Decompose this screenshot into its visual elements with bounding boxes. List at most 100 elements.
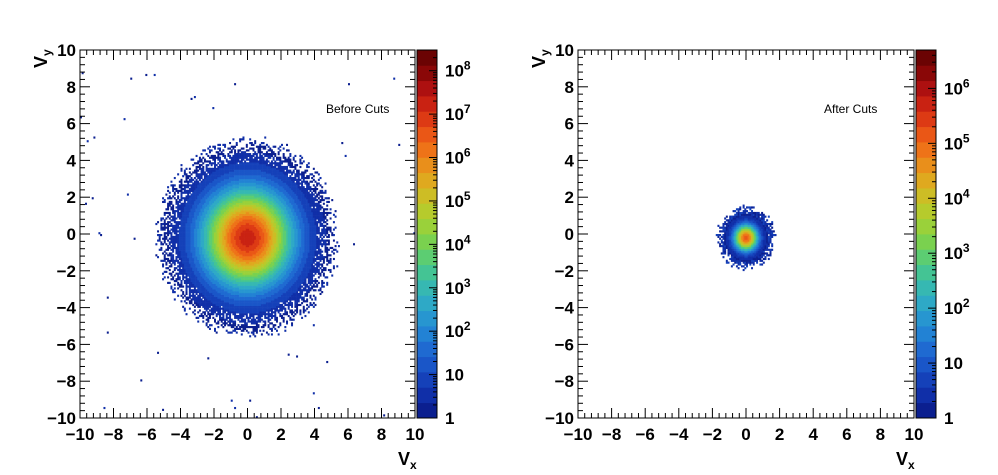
heatmap-cell (267, 261, 270, 264)
heatmap-cell (208, 232, 211, 235)
heatmap-cell (215, 226, 218, 229)
heatmap-cell (252, 217, 255, 220)
heatmap-cell (264, 276, 267, 279)
heatmap-cell (262, 169, 265, 172)
heatmap-cell (177, 241, 180, 244)
heatmap-cell (232, 176, 235, 180)
heatmap-cell (212, 252, 215, 255)
heatmap-cell (232, 300, 235, 303)
heatmap-cell (202, 180, 205, 183)
heatmap-cell (193, 259, 196, 262)
heatmap-cell (222, 283, 225, 286)
heatmap-cell (180, 219, 183, 222)
heatmap-cell (208, 184, 211, 187)
heatmap-cell (163, 226, 166, 229)
heatmap-cell (262, 160, 265, 163)
heatmap-cell (234, 182, 237, 185)
heatmap-cell (240, 292, 243, 296)
heatmap-cell (214, 281, 216, 284)
heatmap-cell (200, 158, 203, 161)
heatmap-cell (198, 270, 201, 273)
heatmap-cell (177, 274, 180, 277)
heatmap-cell (237, 281, 240, 284)
heatmap-cell (267, 182, 270, 185)
heatmap-cell (162, 226, 165, 229)
heatmap-cell (240, 226, 243, 229)
heatmap-cell (222, 322, 225, 325)
heatmap-cell (235, 261, 238, 264)
heatmap-cell (192, 202, 195, 205)
heatmap-cell (188, 243, 191, 246)
heatmap-cell (230, 171, 233, 174)
heatmap-cell (187, 296, 190, 299)
heatmap-cell (178, 221, 181, 224)
heatmap-cell (170, 274, 173, 277)
heatmap-cell (165, 263, 168, 266)
heatmap-cell (245, 296, 248, 299)
heatmap-cell (214, 210, 216, 213)
heatmap-cell (219, 281, 221, 284)
heatmap-cell (255, 283, 258, 286)
heatmap-cell (242, 211, 245, 215)
heatmap-cell (269, 250, 272, 253)
heatmap-cell (195, 302, 198, 305)
heatmap-cell (260, 154, 263, 158)
heatmap-cell (163, 239, 166, 242)
heatmap-cell (167, 204, 170, 207)
heatmap-cell (214, 182, 216, 185)
heatmap-cell (255, 416, 258, 419)
heatmap-cell (235, 268, 238, 272)
heatmap-cell (198, 219, 201, 222)
heatmap-cell (205, 237, 208, 240)
heatmap-cell (208, 213, 211, 216)
heatmap-cell (239, 292, 242, 296)
heatmap-cell (232, 217, 235, 220)
heatmap-cell (237, 296, 240, 299)
heatmap-cell (198, 178, 201, 181)
heatmap-cell (259, 296, 262, 299)
heatmap-cell (244, 164, 247, 167)
heatmap-cell (208, 276, 211, 279)
heatmap-cell (234, 184, 237, 187)
heatmap-cell (257, 147, 260, 150)
heatmap-cell (192, 248, 195, 251)
heatmap-cell (212, 191, 215, 194)
heatmap-cell (222, 318, 225, 321)
heatmap-cell (219, 250, 221, 253)
heatmap-cell (229, 283, 232, 286)
heatmap-cell (227, 300, 230, 303)
heatmap-cell (192, 188, 195, 191)
heatmap-cell (244, 327, 247, 330)
heatmap-cell (217, 326, 220, 329)
heatmap-cell (163, 259, 166, 262)
heatmap-cell (177, 226, 180, 229)
heatmap-cell (247, 189, 250, 192)
heatmap-cell (197, 165, 200, 169)
heatmap-cell (197, 215, 200, 218)
heatmap-cell (224, 272, 227, 275)
heatmap-cell (239, 254, 242, 257)
heatmap-cell (267, 320, 270, 323)
heatmap-cell (167, 234, 170, 237)
heatmap-cell (262, 230, 265, 233)
heatmap-cell (267, 189, 270, 192)
heatmap-cell (190, 280, 193, 283)
heatmap-cell (198, 232, 201, 235)
heatmap-cell (257, 149, 260, 152)
heatmap-cell (205, 274, 208, 277)
heatmap-cell (215, 257, 218, 261)
heatmap-cell (255, 197, 258, 200)
heatmap-cell (265, 180, 268, 183)
heatmap-cell (168, 230, 171, 233)
heatmap-cell (262, 210, 265, 213)
heatmap-cell (207, 210, 210, 213)
heatmap-cell (212, 245, 215, 248)
heatmap-cell (190, 246, 193, 250)
heatmap-cell (187, 235, 190, 238)
heatmap-cell (245, 164, 248, 167)
heatmap-cell (269, 303, 272, 307)
heatmap-cell (252, 162, 255, 165)
heatmap-cell (249, 153, 252, 156)
heatmap-cell (252, 292, 255, 296)
heatmap-cell (232, 285, 235, 288)
